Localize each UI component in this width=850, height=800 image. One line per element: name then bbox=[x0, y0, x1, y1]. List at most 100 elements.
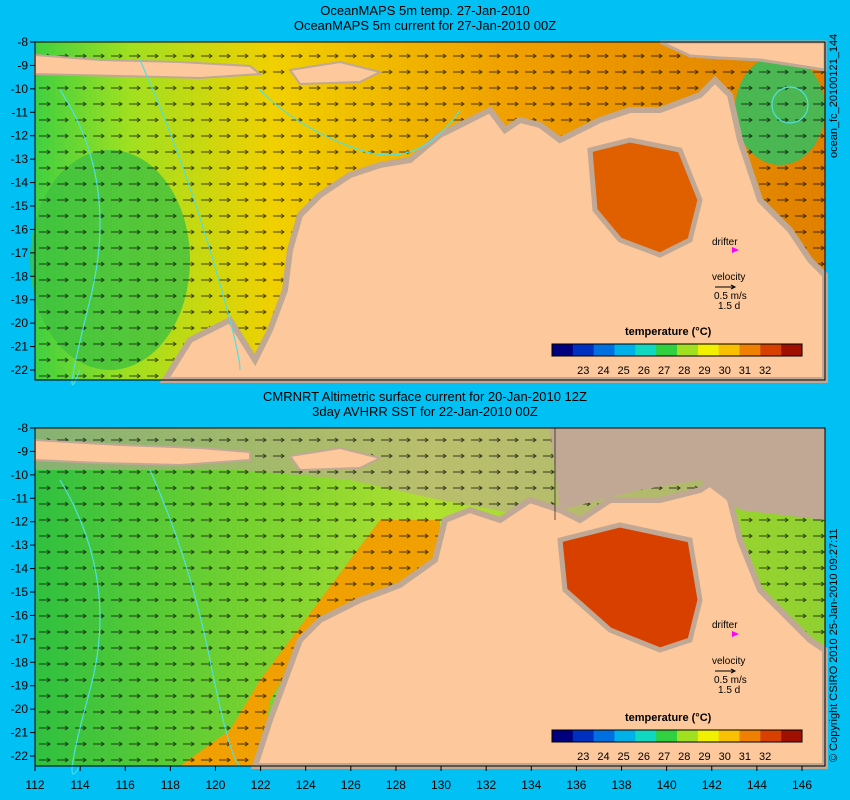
panel1-contour bbox=[259, 89, 461, 156]
lon-label: 116 bbox=[116, 778, 135, 792]
panel2-colorbar-frame bbox=[551, 729, 803, 743]
panel2-colorbar-swatch bbox=[656, 730, 678, 742]
panel2-colorbar-swatch bbox=[697, 730, 720, 742]
panel1-lat-axis: -8 -9 -10 -11 -12 -13 -14 -15 -16 -17 -18 -19 -20 -21… bbox=[11, 35, 35, 377]
panel2-lat-label: -14 bbox=[11, 562, 29, 576]
panel1-lat-label: -12 bbox=[11, 129, 29, 143]
panel2-lat-label: -16 bbox=[11, 608, 29, 622]
panel1-lat-label: -10 bbox=[11, 82, 29, 96]
panel1-colorbar-swatch bbox=[739, 344, 761, 356]
panel2-lat-label: -15 bbox=[11, 585, 29, 599]
panel1-contour bbox=[139, 59, 241, 371]
panel1-lat-label: -16 bbox=[11, 222, 29, 236]
panel1-colorbar-swatch bbox=[718, 344, 740, 356]
panel1-colorbar-label: 25 bbox=[618, 365, 630, 377]
lon-label: 136 bbox=[566, 778, 586, 792]
panel2-lat-label: -8 bbox=[17, 421, 28, 435]
panel1-colorbar-label: 26 bbox=[638, 365, 650, 377]
panel1-colorbar-label: 23 bbox=[577, 365, 589, 377]
panel1-colorbar-label: 29 bbox=[698, 365, 710, 377]
panel2-velocity-arrow-head bbox=[730, 668, 737, 674]
panel2-drifter-label: drifter bbox=[712, 620, 738, 631]
lon-axis: 112 114 116 118 120 122 124 126 128 130 132 134 136 1… bbox=[25, 766, 812, 792]
panel1-lat-label: -20 bbox=[11, 316, 29, 330]
panel2-lat-label: -17 bbox=[11, 632, 29, 646]
panel2-colorbar-label: 32 bbox=[759, 751, 771, 763]
panel2-colorbar-swatch bbox=[635, 730, 657, 742]
panel1-lat-label: -22 bbox=[11, 363, 29, 377]
panel1-lat-label: -15 bbox=[11, 199, 29, 213]
panel1-colorbar-swatch bbox=[677, 344, 699, 356]
panel2-land-north bbox=[550, 428, 825, 520]
panel2-colorbar-label: 26 bbox=[638, 751, 650, 763]
panel2-map bbox=[34, 427, 828, 775]
panel2-velocity-days: 1.5 d bbox=[718, 685, 740, 696]
panel1-lat-label: -21 bbox=[11, 340, 29, 354]
panel2-side-label: © Copyright CSIRO 2010 25-Jan-2010 09:27… bbox=[828, 528, 840, 762]
panel1-colorbar-label: 30 bbox=[719, 365, 731, 377]
panel2-legend-title: temperature (°C) bbox=[625, 712, 712, 724]
panel1-drifter-label: drifter bbox=[712, 237, 738, 248]
panel2-colorbar-swatch bbox=[760, 730, 782, 742]
panel1-colorbar-label: 32 bbox=[759, 365, 771, 377]
panel2-colorbar-label: 28 bbox=[678, 751, 690, 763]
lon-label: 128 bbox=[386, 778, 406, 792]
panel1-colorbar-swatch bbox=[572, 344, 595, 356]
lon-label: 146 bbox=[792, 778, 812, 792]
panel2-colorbar-label: 25 bbox=[618, 751, 630, 763]
panel2-timor bbox=[288, 446, 383, 472]
lon-label: 118 bbox=[161, 778, 180, 792]
lon-label: 140 bbox=[657, 778, 677, 792]
lon-label: 138 bbox=[612, 778, 632, 792]
panel2-contour bbox=[149, 469, 241, 767]
panel1-colorbar-swatch bbox=[781, 344, 803, 356]
lon-label: 134 bbox=[521, 778, 541, 792]
lon-label: 114 bbox=[71, 778, 90, 792]
panel2-frame bbox=[34, 427, 826, 767]
panel1-colorbar-swatch bbox=[593, 344, 615, 356]
panel1-colorbar-swatch bbox=[760, 344, 782, 356]
panel2-title-line1: CMRNRT Altimetric surface current for 20… bbox=[263, 389, 587, 404]
panel2-lat-label: -22 bbox=[11, 749, 29, 763]
panel2-colorbar-swatch bbox=[677, 730, 699, 742]
panel1-legend-title: temperature (°C) bbox=[625, 326, 712, 338]
panel1-colorbar-swatch bbox=[635, 344, 657, 356]
panel2-colorbar-label: 27 bbox=[658, 751, 670, 763]
panel1-island-chain bbox=[34, 53, 263, 80]
lon-label: 126 bbox=[341, 778, 361, 792]
panel1-lat-label: -8 bbox=[17, 35, 28, 49]
panel2-lat-label: -12 bbox=[11, 515, 29, 529]
panel1-lat-label: -9 bbox=[17, 58, 28, 72]
panel1-colorbar: 23 24 25 26 27 28 29 30 31 32 bbox=[551, 343, 803, 377]
panel2-colorbar-label: 24 bbox=[597, 751, 609, 763]
lon-label: 130 bbox=[431, 778, 451, 792]
panel1-lat-label: -17 bbox=[11, 246, 29, 260]
lon-label: 120 bbox=[205, 778, 225, 792]
panel2-lat-label: -20 bbox=[11, 702, 29, 716]
panel2-lat-label: -11 bbox=[12, 491, 29, 505]
panel1-contour bbox=[59, 89, 101, 386]
panel2-lat-label: -19 bbox=[11, 679, 29, 693]
panel2-colorbar: 23 24 25 26 27 28 29 30 31 32 bbox=[551, 729, 803, 763]
panel1-colorbar-swatch bbox=[614, 344, 636, 356]
panel2-colorbar-label: 31 bbox=[739, 751, 751, 763]
panel2-colorbar-swatch bbox=[739, 730, 761, 742]
panel1-drifter-marker bbox=[732, 247, 739, 253]
lon-label: 122 bbox=[251, 778, 271, 792]
panel1-colorbar-label: 24 bbox=[597, 365, 609, 377]
panel2-lat-axis: -8 -9 -10 -11 -12 -13 -14 -15 -16 -17 -18 -19 -20 -21… bbox=[11, 421, 35, 763]
panel2-colorbar-label: 29 bbox=[698, 751, 710, 763]
panel2-colorbar-swatch bbox=[552, 730, 574, 742]
panel2-drifter-marker bbox=[732, 631, 739, 637]
panel1-timor bbox=[288, 60, 383, 86]
panel1-lat-label: -11 bbox=[12, 105, 29, 119]
panel2-island-chain bbox=[34, 438, 251, 467]
lon-label: 112 bbox=[25, 778, 44, 792]
panel2-lat-label: -18 bbox=[11, 655, 29, 669]
panel1-contour bbox=[771, 86, 809, 124]
panel2-colorbar-swatch bbox=[572, 730, 595, 742]
panel1-lat-label: -18 bbox=[11, 269, 29, 283]
panel2-lat-label: -10 bbox=[11, 468, 29, 482]
panel1-colorbar-swatch bbox=[656, 344, 678, 356]
